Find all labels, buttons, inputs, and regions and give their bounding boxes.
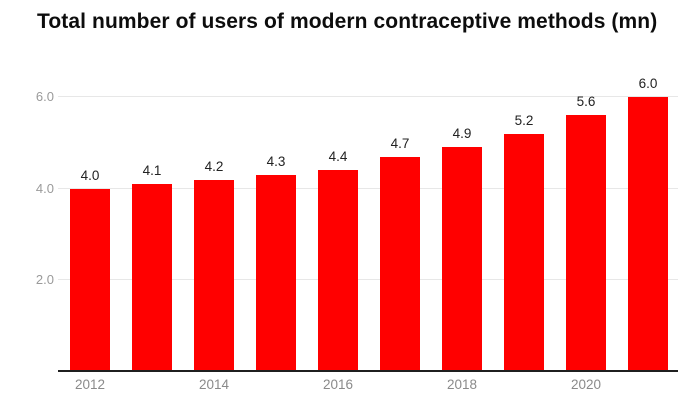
x-axis-tick-label: 2020 [570, 377, 602, 392]
y-axis-tick-label: 2.0 [35, 272, 54, 288]
bar-2018 [442, 147, 482, 372]
gridline-y-6.0 [58, 96, 678, 97]
bar-2016 [318, 170, 358, 372]
x-axis-line [58, 370, 678, 372]
plot-area: 4.0 4.1 4.2 4.3 4.4 4.7 4.9 5.2 5.6 6.0 [58, 76, 678, 372]
bar-value-label: 4.7 [390, 135, 410, 151]
bar-2015 [256, 174, 296, 372]
gridline-y-2.0 [58, 279, 678, 281]
bar-2017 [380, 156, 420, 372]
bar-value-label: 6.0 [638, 76, 658, 91]
bar-2013 [132, 184, 172, 372]
bar-value-label: 5.6 [576, 94, 596, 110]
bar-value-label: 4.1 [142, 163, 162, 179]
bar-2014 [194, 179, 234, 372]
bar-value-label: 4.4 [328, 149, 348, 165]
y-axis-tick-label: 4.0 [35, 180, 54, 196]
x-axis-tick-label: 2016 [322, 377, 354, 392]
bar-value-label: 4.2 [204, 158, 224, 174]
bar-2020 [566, 115, 606, 372]
bar-value-label: 4.0 [80, 167, 100, 183]
x-axis-tick-label: 2018 [446, 377, 478, 392]
y-axis-tick-label: 6.0 [35, 89, 54, 104]
bar-value-label: 5.2 [514, 112, 534, 128]
bar-value-label: 4.3 [266, 153, 286, 169]
bar-2019 [504, 133, 544, 372]
bar-2021 [628, 97, 668, 372]
x-axis-tick-label: 2012 [74, 377, 106, 392]
bar-value-label: 4.9 [452, 126, 472, 142]
x-axis-tick-label: 2014 [198, 377, 230, 392]
bar-2012 [70, 188, 110, 372]
gridline-y-4.0 [58, 187, 678, 189]
chart-title: Total number of users of modern contrace… [37, 10, 658, 33]
